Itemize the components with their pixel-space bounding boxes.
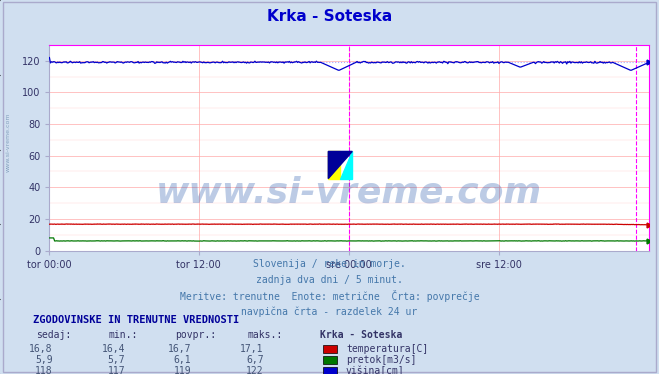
- Text: višina[cm]: višina[cm]: [346, 366, 405, 374]
- Text: Krka - Soteska: Krka - Soteska: [267, 9, 392, 24]
- Text: 16,4: 16,4: [101, 344, 125, 353]
- Text: 117: 117: [107, 366, 125, 374]
- Text: 16,7: 16,7: [167, 344, 191, 353]
- Polygon shape: [328, 151, 353, 178]
- Text: Meritve: trenutne  Enote: metrične  Črta: povprečje: Meritve: trenutne Enote: metrične Črta: …: [180, 290, 479, 302]
- Text: temperatura[C]: temperatura[C]: [346, 344, 428, 353]
- Text: 6,7: 6,7: [246, 355, 264, 365]
- Text: ZGODOVINSKE IN TRENUTNE VREDNOSTI: ZGODOVINSKE IN TRENUTNE VREDNOSTI: [33, 315, 239, 325]
- Text: 118: 118: [35, 366, 53, 374]
- Text: maks.:: maks.:: [247, 330, 282, 340]
- Text: pretok[m3/s]: pretok[m3/s]: [346, 355, 416, 365]
- Text: 122: 122: [246, 366, 264, 374]
- Text: Slovenija / reke in morje.: Slovenija / reke in morje.: [253, 259, 406, 269]
- Text: 119: 119: [173, 366, 191, 374]
- Text: Krka - Soteska: Krka - Soteska: [320, 330, 402, 340]
- Text: 5,9: 5,9: [35, 355, 53, 365]
- Text: navpična črta - razdelek 24 ur: navpična črta - razdelek 24 ur: [241, 307, 418, 317]
- Bar: [328, 151, 340, 178]
- Text: www.si-vreme.com: www.si-vreme.com: [5, 112, 11, 172]
- Text: 17,1: 17,1: [240, 344, 264, 353]
- Text: povpr.:: povpr.:: [175, 330, 215, 340]
- Text: 5,7: 5,7: [107, 355, 125, 365]
- Text: www.si-vreme.com: www.si-vreme.com: [156, 176, 542, 210]
- Text: min.:: min.:: [109, 330, 138, 340]
- Text: 6,1: 6,1: [173, 355, 191, 365]
- Text: 16,8: 16,8: [29, 344, 53, 353]
- Polygon shape: [340, 151, 353, 178]
- Text: sedaj:: sedaj:: [36, 330, 71, 340]
- Text: zadnja dva dni / 5 minut.: zadnja dva dni / 5 minut.: [256, 275, 403, 285]
